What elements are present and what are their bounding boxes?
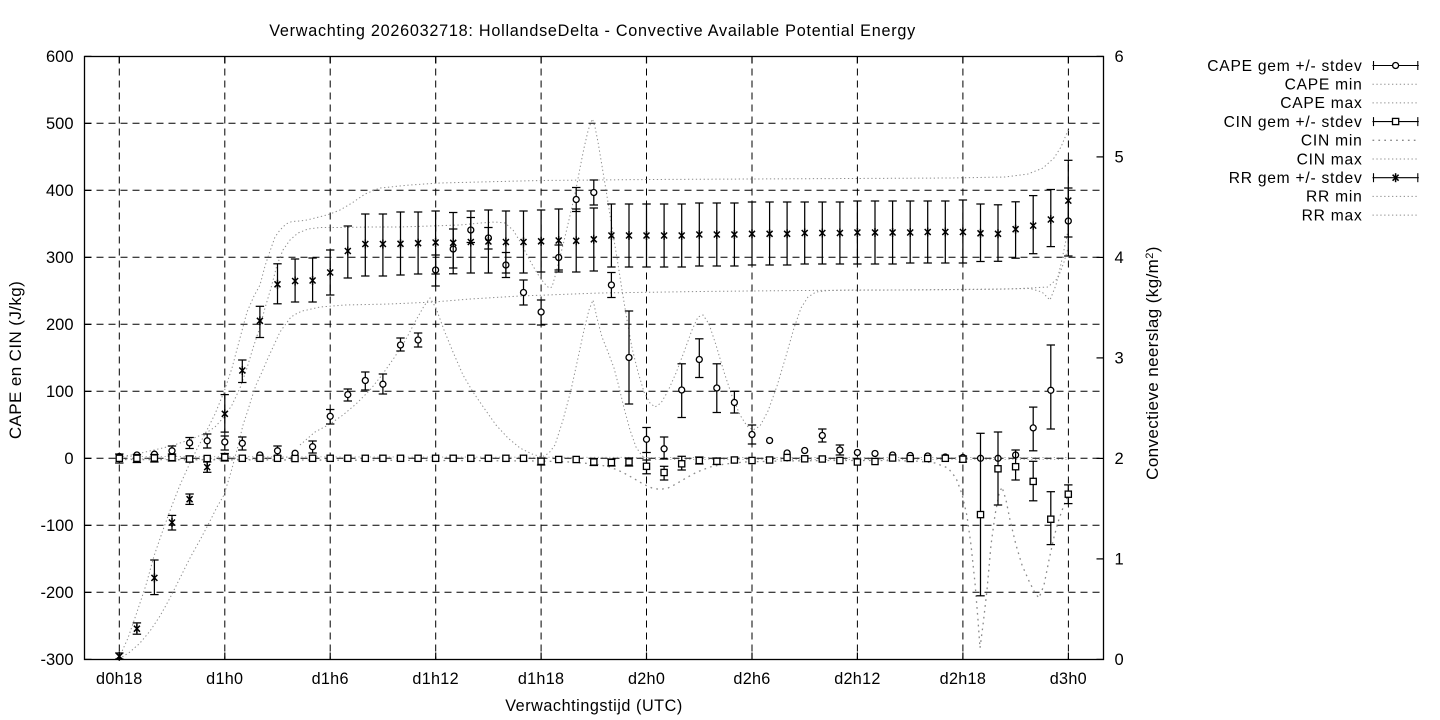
svg-text:300: 300 xyxy=(46,249,74,267)
svg-text:-100: -100 xyxy=(40,517,73,535)
svg-text:3: 3 xyxy=(1115,350,1124,368)
svg-text:200: 200 xyxy=(46,316,74,334)
svg-text:2: 2 xyxy=(1115,450,1124,468)
svg-text:Verwachting 2026032718: Hollan: Verwachting 2026032718: HollandseDelta -… xyxy=(269,22,916,40)
svg-text:d2h6: d2h6 xyxy=(733,670,770,688)
svg-text:-200: -200 xyxy=(40,584,73,602)
svg-text:4: 4 xyxy=(1115,249,1124,267)
svg-text:CAPE gem +/- stdev: CAPE gem +/- stdev xyxy=(1207,58,1362,75)
svg-text:Convectieve neerslag (kg/m2): Convectieve neerslag (kg/m2) xyxy=(1143,246,1162,480)
svg-text:0: 0 xyxy=(1115,651,1124,669)
svg-text:CIN min: CIN min xyxy=(1301,133,1363,150)
svg-text:d1h6: d1h6 xyxy=(312,670,349,688)
svg-text:d2h0: d2h0 xyxy=(628,670,665,688)
svg-text:500: 500 xyxy=(46,115,74,133)
svg-text:5: 5 xyxy=(1115,149,1124,167)
svg-text:RR max: RR max xyxy=(1302,207,1363,224)
svg-text:400: 400 xyxy=(46,182,74,200)
svg-text:-300: -300 xyxy=(40,651,73,669)
svg-text:0: 0 xyxy=(64,450,73,468)
svg-text:d2h12: d2h12 xyxy=(834,670,881,688)
svg-text:RR min: RR min xyxy=(1306,189,1362,206)
svg-text:CAPE en CIN (J/kg): CAPE en CIN (J/kg) xyxy=(6,281,25,439)
svg-text:Verwachtingstijd (UTC): Verwachtingstijd (UTC) xyxy=(505,697,683,715)
svg-text:CAPE min: CAPE min xyxy=(1285,77,1363,94)
svg-text:600: 600 xyxy=(46,48,74,66)
svg-text:RR gem +/- stdev: RR gem +/- stdev xyxy=(1229,170,1363,187)
svg-text:d0h18: d0h18 xyxy=(96,670,143,688)
svg-text:CIN gem +/- stdev: CIN gem +/- stdev xyxy=(1224,114,1363,131)
svg-text:1: 1 xyxy=(1115,551,1124,569)
svg-text:d1h18: d1h18 xyxy=(518,670,565,688)
svg-text:CIN max: CIN max xyxy=(1297,151,1363,168)
svg-text:d1h0: d1h0 xyxy=(206,670,243,688)
svg-text:d3h0: d3h0 xyxy=(1050,670,1087,688)
svg-text:100: 100 xyxy=(46,383,74,401)
svg-text:d2h18: d2h18 xyxy=(940,670,987,688)
svg-text:CAPE max: CAPE max xyxy=(1280,95,1362,112)
svg-text:6: 6 xyxy=(1115,48,1124,66)
svg-text:d1h12: d1h12 xyxy=(412,670,459,688)
